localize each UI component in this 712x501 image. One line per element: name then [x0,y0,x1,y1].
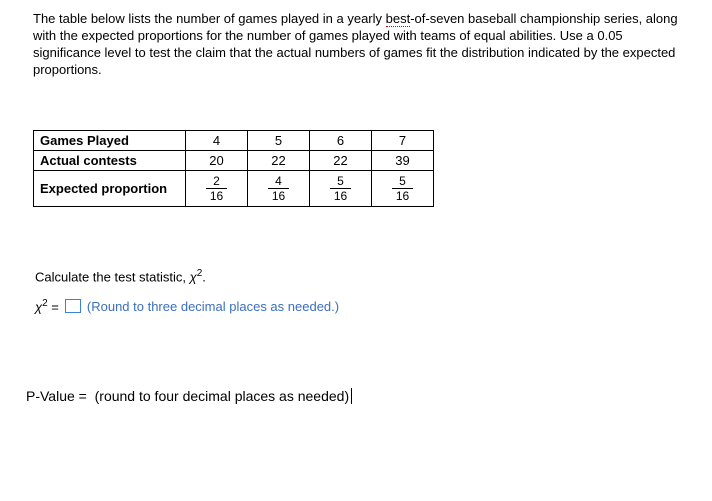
period: . [202,269,206,284]
row-label: Actual contests [34,151,186,171]
row-actual-contests: Actual contests 20 22 22 39 [34,151,434,171]
intro-pre: The table below lists the number of game… [33,11,386,26]
chi-squared-equation: χ2 = (Round to three decimal places as n… [35,298,339,314]
table-cell: 216 [186,171,248,207]
text-cursor-icon [351,388,352,404]
table-cell: 6 [310,131,372,151]
table-cell: 39 [372,151,434,171]
problem-statement: The table below lists the number of game… [33,10,693,78]
chi-squared-lhs: χ2 = [35,298,59,314]
table-cell: 7 [372,131,434,151]
equals: = [48,299,59,314]
table-cell: 20 [186,151,248,171]
calc-pre: Calculate the test statistic, [35,269,190,284]
calculate-prompt: Calculate the test statistic, χ2. [35,268,206,284]
round-note: (Round to three decimal places as needed… [87,299,339,314]
row-games-played: Games Played 4 5 6 7 [34,131,434,151]
fraction: 416 [268,175,289,202]
table-cell: 516 [310,171,372,207]
fraction: 516 [330,175,351,202]
row-label: Games Played [34,131,186,151]
fraction: 516 [392,175,413,202]
table-cell: 516 [372,171,434,207]
row-expected-proportion: Expected proportion 216 416 516 516 [34,171,434,207]
intro-underlined: best [386,11,411,27]
p-value-note: (round to four decimal places as needed) [95,388,349,404]
table-cell: 4 [186,131,248,151]
table-cell: 22 [248,151,310,171]
data-table: Games Played 4 5 6 7 Actual contests 20 … [33,130,434,207]
row-label: Expected proportion [34,171,186,207]
fraction: 216 [206,175,227,202]
table-cell: 5 [248,131,310,151]
p-value-label: P-Value = [26,388,95,404]
p-value-line: P-Value = (round to four decimal places … [26,388,352,404]
answer-input-box[interactable] [65,299,81,313]
table-cell: 416 [248,171,310,207]
table-cell: 22 [310,151,372,171]
chi-symbol: χ [190,269,197,284]
